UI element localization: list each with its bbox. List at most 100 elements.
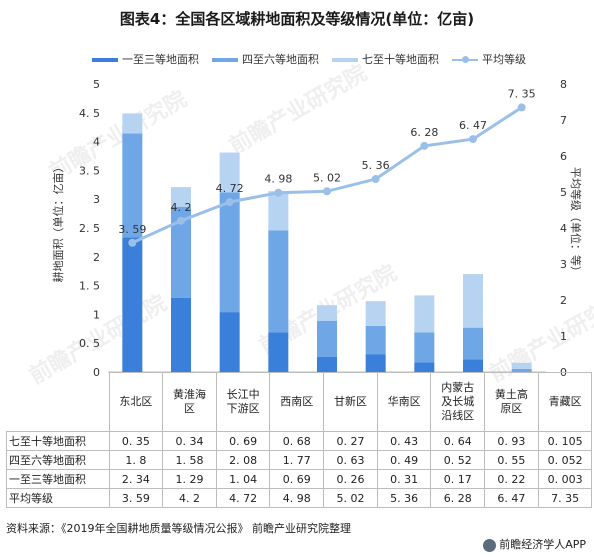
category-label: 黄土高 原区	[484, 372, 539, 432]
bar-grade-4-6	[511, 368, 532, 372]
table-cell: 0. 22	[484, 469, 539, 489]
y2-tick-label: 8	[560, 78, 567, 91]
average-grade-point	[517, 103, 526, 112]
y-tick-label: 2. 5	[79, 222, 100, 235]
table-cell: 0. 31	[376, 469, 432, 489]
bar-grade-1-3	[414, 362, 435, 372]
chart-plot: 0 0. 5 1 1. 5 2 2. 5 3 3. 5 4 4. 5 5 0 1 2 3 4 5 6 7 8 3. …	[79, 78, 567, 379]
y-axis-title: 耕地面积（单位：亿亩）	[52, 161, 65, 283]
y-tick-label: 0. 5	[79, 337, 100, 350]
average-grade-data-label: 6. 47	[459, 119, 487, 132]
table-cell: 0. 105	[537, 431, 593, 451]
average-grade-data-label: 4. 98	[264, 173, 292, 186]
bar-grade-7-10	[268, 191, 289, 231]
table-cell: 5. 02	[323, 488, 378, 508]
legend-item-average-grade: 平均等级	[452, 52, 526, 68]
table-cell: 1. 77	[269, 450, 325, 470]
category-label: 青藏区	[537, 372, 593, 432]
category-label: 黄淮海区	[162, 372, 217, 432]
table-cell: 7. 35	[537, 488, 593, 508]
table-cell: 0. 43	[376, 431, 432, 451]
table-cell: 3. 59	[108, 488, 164, 508]
table-cell: 0. 27	[323, 431, 378, 451]
legend-item-grade-7-10: 七至十等地面积	[332, 52, 439, 68]
data-table: 东北区 黄淮海区长江中 下游区 西南区 甘新区 华南区 内蒙古 及长城 沿线区 黄土高 原区 青藏区 …	[6, 372, 593, 508]
y-tick-label: 0	[93, 366, 100, 379]
category-label: 甘新区	[323, 372, 378, 432]
average-grade-point	[371, 175, 380, 184]
y-tick-label: 1. 5	[79, 280, 100, 293]
table-cell: 0. 69	[269, 469, 325, 489]
y-tick-label: 1	[93, 308, 100, 321]
table-row: 平均等级 3. 59 4. 2 4. 72 4. 98 5. 02 5. 36 6. 28 6.…	[6, 488, 593, 508]
average-grade-data-label: 5. 02	[313, 171, 341, 184]
table-cell: 0. 35	[108, 431, 164, 451]
average-grade-data-label: 6. 28	[410, 126, 438, 139]
table-cell: 2. 34	[108, 469, 164, 489]
bar-grade-7-10	[414, 295, 435, 333]
bar-grade-4-6	[414, 332, 435, 363]
table-row-header: 一至三等地面积	[6, 469, 110, 489]
legend-item-grade-4-6: 四至六等地面积	[212, 52, 319, 68]
bar-grade-4-6	[171, 206, 191, 298]
table-cell: 0. 52	[430, 450, 486, 470]
legend: 一至三等地面积 四至六等地面积 七至十等地面积 平均等级	[0, 52, 594, 68]
table-cell: 4. 72	[215, 488, 271, 508]
bar-grade-1-3	[171, 297, 191, 372]
average-grade-point	[274, 188, 283, 197]
source-note: 资料来源：《2019年全国耕地质量等级情况公报》 前瞻产业研究院整理	[6, 522, 351, 535]
average-grade-point	[177, 216, 185, 225]
legend-swatch-grade-4-6	[212, 58, 238, 62]
brand: 前瞻经济学人APP	[483, 536, 586, 552]
y-tick-label: 3. 5	[79, 164, 100, 177]
category-label: 内蒙古 及长城 沿线区	[430, 372, 486, 432]
average-grade-data-label: 5. 36	[362, 159, 390, 172]
average-grade-point	[225, 198, 234, 207]
brand-logo-icon	[483, 538, 497, 552]
table-cell: 0. 68	[269, 431, 325, 451]
bar-grade-1-3	[219, 312, 240, 372]
y-tick-label: 4. 5	[79, 107, 100, 120]
bar-grade-1-3	[268, 332, 289, 372]
table-cell: 1. 8	[108, 450, 164, 470]
table-row-header: 平均等级	[6, 488, 110, 508]
table-cell: 1. 29	[162, 469, 217, 489]
y2-tick-label: 6	[560, 150, 567, 163]
bar-grade-1-3	[365, 354, 386, 372]
average-grade-point	[128, 238, 137, 247]
y2-tick-label: 4	[560, 222, 567, 235]
table-cell: 0. 052	[537, 450, 593, 470]
bar-grade-4-6	[463, 327, 483, 360]
table-cell: 0. 26	[323, 469, 378, 489]
table-cell: 6. 28	[430, 488, 486, 508]
table-row: 一至三等地面积 2. 34 1. 29 1. 04 0. 69 0. 26 0. 31 0. …	[6, 469, 593, 489]
bar-grade-7-10	[219, 152, 240, 193]
average-grade-data-label: 7. 35	[508, 87, 536, 100]
table-row: 七至十等地面积 0. 35 0. 34 0. 69 0. 68 0. 27 0. 43 0. …	[6, 431, 593, 451]
table-cell: 0. 69	[215, 431, 271, 451]
table-row: 四至六等地面积 1. 8 1. 58 2. 08 1. 77 0. 63 0. 49 0. 5…	[6, 450, 593, 470]
y2-tick-label: 5	[560, 186, 567, 199]
legend-swatch-grade-7-10	[332, 58, 358, 62]
category-label: 华南区	[376, 372, 432, 432]
category-label: 西南区	[269, 372, 325, 432]
average-grade-point	[469, 135, 477, 144]
line-data-labels: 3. 59 4. 2 4. 72 4. 98 5. 02 5. 36 6. 28 6. 47 7…	[118, 87, 535, 235]
legend-swatch-grade-1-3	[92, 58, 118, 62]
y-tick-label: 2	[93, 251, 100, 264]
y2-axis-title: 平均等级（单位：等）	[569, 167, 582, 277]
y-tick-label: 3	[93, 193, 100, 206]
bars	[122, 113, 532, 372]
legend-item-grade-1-3: 一至三等地面积	[92, 52, 199, 68]
average-grade-point	[420, 141, 429, 150]
table-cell: 0. 64	[430, 431, 486, 451]
bar-grade-7-10	[122, 113, 143, 134]
table-cell: 2. 08	[215, 450, 271, 470]
table-corner	[7, 373, 110, 432]
y2-tick-label: 2	[560, 294, 567, 307]
y2-tick-label: 3	[560, 258, 567, 271]
bar-grade-1-3	[463, 359, 483, 372]
table-cell: 1. 58	[162, 450, 217, 470]
average-grade-data-label: 3. 59	[118, 223, 146, 236]
